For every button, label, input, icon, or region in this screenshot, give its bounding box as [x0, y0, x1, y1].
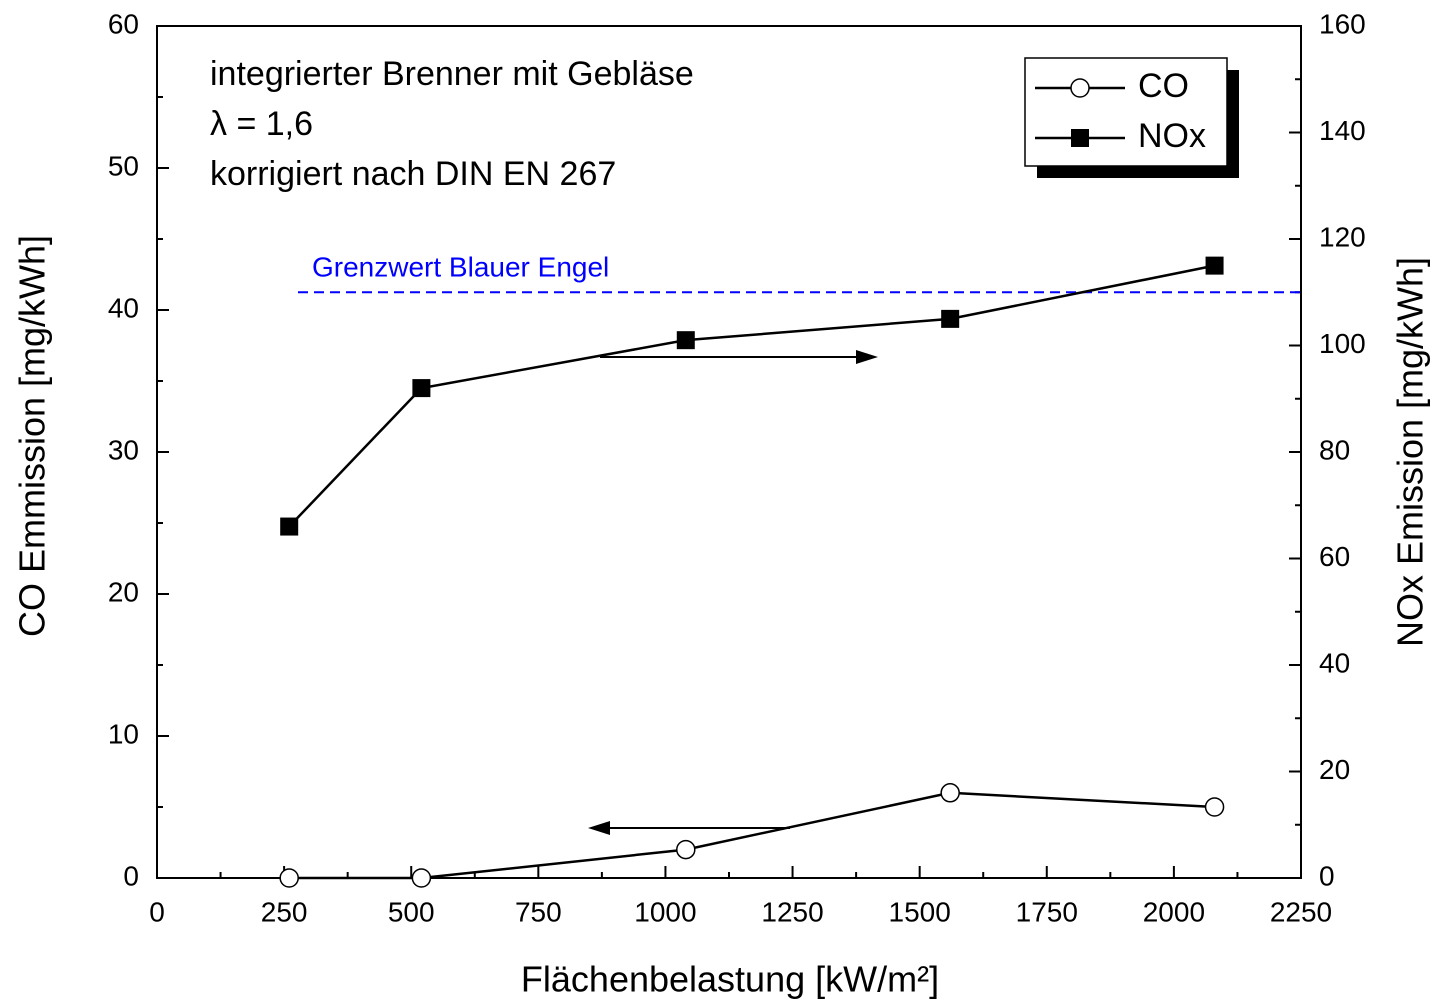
- y-tick-label: 60: [108, 8, 139, 39]
- y-tick-label: 0: [123, 860, 139, 891]
- y2-tick-label: 160: [1319, 8, 1366, 39]
- x-tick-label: 2000: [1143, 896, 1205, 927]
- legend-label: NOx: [1138, 117, 1206, 155]
- legend-marker: [1071, 129, 1089, 147]
- legend-label: CO: [1138, 67, 1189, 105]
- x-tick-label: 1000: [634, 896, 696, 927]
- y2-tick-label: 120: [1319, 221, 1366, 252]
- y2-tick-label: 140: [1319, 115, 1366, 146]
- x-tick-label: 0: [149, 896, 165, 927]
- reference-label: Grenzwert Blauer Engel: [312, 252, 609, 283]
- data-point: [676, 331, 695, 350]
- x-axis-label: Flächenbelastung [kW/m²]: [521, 959, 939, 1000]
- annotation: integrierter Brenner mit Gebläse: [210, 55, 694, 93]
- y-tick-label: 50: [108, 150, 139, 181]
- y-tick-label: 20: [108, 576, 139, 607]
- annotation: korrigiert nach DIN EN 267: [210, 155, 616, 193]
- y2-tick-label: 60: [1319, 541, 1350, 572]
- y2-tick-label: 80: [1319, 434, 1350, 465]
- y2-tick-label: 40: [1319, 647, 1350, 678]
- y2-tick-label: 100: [1319, 328, 1366, 359]
- legend-marker: [1070, 78, 1090, 98]
- y-axis-label: CO Emmission [mg/kWh]: [12, 235, 53, 637]
- annotation: λ = 1,6: [210, 105, 313, 143]
- data-point: [412, 379, 431, 398]
- arrow: [588, 821, 790, 835]
- y2-axis-label: NOx Emission [mg/kWh]: [1390, 257, 1431, 647]
- data-point: [411, 868, 432, 888]
- data-point: [1204, 797, 1225, 817]
- data-point: [1205, 256, 1224, 275]
- x-tick-label: 1500: [889, 896, 951, 927]
- y2-tick-label: 0: [1319, 860, 1335, 891]
- y2-tick-label: 20: [1319, 754, 1350, 785]
- series-line: [289, 791, 1215, 880]
- data-point: [676, 839, 696, 860]
- data-point: [941, 309, 960, 328]
- y-tick-label: 30: [108, 434, 139, 465]
- x-tick-label: 2250: [1270, 896, 1332, 927]
- data-point: [279, 868, 299, 888]
- x-tick-label: 250: [261, 896, 308, 927]
- y-tick-label: 40: [108, 292, 139, 323]
- legend: [1024, 57, 1228, 167]
- data-point: [280, 517, 299, 536]
- arrow: [600, 350, 878, 364]
- x-tick-label: 1250: [761, 896, 823, 927]
- data-point: [940, 783, 960, 803]
- x-tick-label: 500: [388, 896, 435, 927]
- x-tick-label: 1750: [1016, 896, 1078, 927]
- x-tick-label: 750: [515, 896, 562, 927]
- y-tick-label: 10: [108, 718, 139, 749]
